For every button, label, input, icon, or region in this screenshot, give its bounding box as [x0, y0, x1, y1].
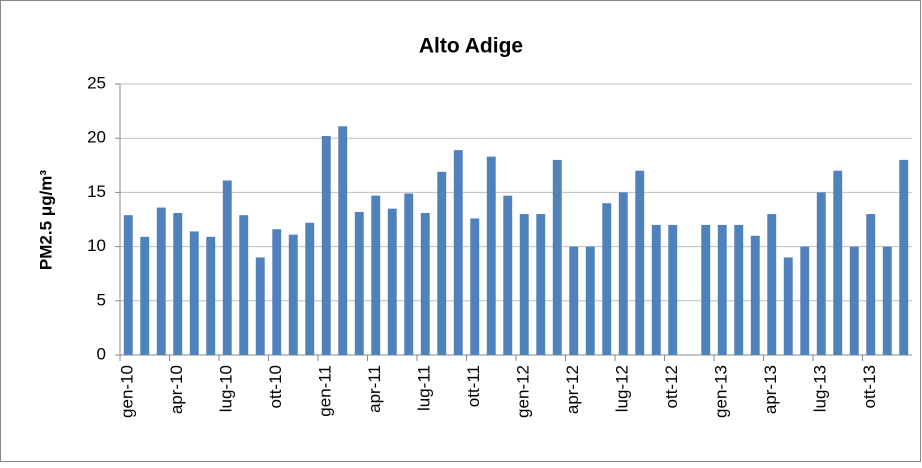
bar	[156, 207, 166, 355]
y-tick-label: 20	[87, 128, 106, 147]
bar	[371, 195, 381, 355]
x-tick-label: apr-11	[365, 365, 384, 413]
y-tick-label: 15	[87, 182, 106, 201]
bar	[701, 224, 711, 355]
bar	[503, 195, 513, 355]
x-tick-label: apr-10	[167, 365, 186, 414]
bar	[288, 234, 298, 355]
y-tick-label: 10	[87, 236, 106, 255]
bar	[767, 214, 777, 355]
x-tick-label: lug-10	[217, 365, 236, 412]
bar	[800, 246, 810, 355]
y-tick-label: 25	[87, 73, 106, 92]
bar	[552, 159, 562, 355]
bar	[783, 257, 793, 355]
x-tick-label: lug-12	[613, 365, 632, 412]
bar	[866, 214, 876, 355]
bar	[734, 224, 744, 355]
bar	[189, 231, 199, 355]
bar	[849, 246, 859, 355]
chart-title: Alto Adige	[419, 35, 523, 58]
bar	[536, 214, 546, 355]
y-tick-label: 5	[97, 290, 106, 309]
x-tick-label: gen-10	[118, 365, 137, 418]
bar	[321, 136, 331, 355]
x-tick-label: gen-11	[316, 365, 335, 417]
y-axis-label: PM2.5 μg/m³	[36, 170, 55, 270]
bar	[816, 192, 826, 355]
bar	[585, 246, 595, 355]
bar	[140, 236, 150, 355]
x-tick-label: gen-12	[514, 365, 533, 418]
x-tick-label: apr-12	[563, 365, 582, 414]
bar	[222, 180, 232, 355]
x-tick-label: lug-11	[415, 365, 434, 411]
x-tick-label: ott-11	[464, 365, 483, 407]
bar	[420, 212, 430, 355]
bar	[272, 229, 282, 355]
bar	[239, 215, 249, 355]
bar	[635, 170, 645, 355]
bar	[123, 215, 133, 355]
y-tick-label: 0	[97, 344, 106, 363]
bar	[618, 192, 628, 355]
bar	[206, 236, 216, 355]
bar	[305, 222, 315, 355]
bar	[338, 126, 348, 355]
bar	[833, 170, 843, 355]
bar	[668, 224, 678, 355]
bar	[486, 156, 496, 355]
x-tick-label: apr-13	[761, 365, 780, 414]
bar	[470, 218, 480, 355]
bar	[569, 246, 579, 355]
x-tick-label: ott-13	[860, 365, 879, 408]
bar	[453, 150, 463, 355]
x-tick-label: lug-13	[811, 365, 830, 412]
x-tick-label: gen-13	[712, 365, 731, 418]
bar	[602, 203, 612, 355]
bar	[404, 193, 414, 355]
bar	[255, 257, 265, 355]
bar	[173, 212, 183, 355]
x-tick-label: ott-10	[266, 365, 285, 408]
bar	[437, 171, 447, 355]
bar	[387, 208, 397, 355]
bar	[717, 224, 727, 355]
bar	[519, 214, 529, 355]
bar	[651, 224, 661, 355]
x-tick-label: ott-12	[662, 365, 681, 408]
bar	[750, 235, 760, 355]
bar	[899, 159, 909, 355]
bar	[354, 211, 364, 355]
bar	[882, 246, 892, 355]
